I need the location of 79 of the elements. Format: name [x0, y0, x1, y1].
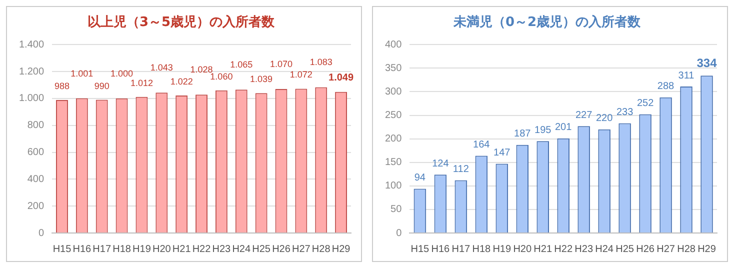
data-label: 252	[636, 98, 654, 110]
y-tick-label: 250	[384, 110, 402, 121]
x-tick-label: H24	[232, 244, 251, 255]
y-tick-label: 400	[384, 39, 402, 50]
text: 1.000	[110, 68, 134, 78]
data-label: 233	[616, 107, 634, 118]
data-label: 220	[596, 113, 614, 124]
data-label: 288	[657, 81, 675, 92]
x-tick-label: H22	[554, 244, 573, 255]
data-label: 147	[494, 148, 511, 159]
x-tick-label: H21	[534, 244, 552, 255]
text: 1.065	[230, 60, 253, 70]
x-tick-label: H23	[212, 244, 232, 255]
text: 1.043	[150, 62, 173, 73]
x-tick-label: H29	[698, 244, 716, 255]
x-tick-label: H15	[410, 244, 430, 255]
text: 1.001	[70, 68, 94, 78]
y-tick-label: 100	[384, 180, 402, 192]
y-tick-label: 1.400	[18, 39, 44, 50]
x-tick-label: H26	[636, 244, 655, 255]
text: 1.083	[310, 57, 332, 68]
y-tick-label: 200	[27, 200, 44, 212]
y-tick-label: 300	[384, 86, 402, 98]
x-tick-label: H25	[252, 244, 271, 255]
data-label: 311	[678, 70, 695, 82]
x-tick-label: H15	[52, 244, 72, 255]
text: 1.060	[210, 71, 233, 82]
y-tick-label: 150	[384, 157, 402, 168]
y-tick-label: 1.200	[18, 66, 44, 78]
data-label: 201	[555, 122, 572, 134]
x-tick-label: H20	[152, 244, 172, 255]
data-label: 195	[534, 124, 552, 136]
data-label: 187	[514, 128, 532, 140]
x-tick-label: H27	[656, 244, 676, 255]
text: 988	[54, 81, 70, 92]
x-tick-label: H19	[492, 244, 512, 255]
x-tick-label: H28	[677, 244, 696, 255]
text: 1.028	[190, 64, 213, 75]
x-tick-label: H17	[92, 244, 112, 255]
y-tick-label: 0	[38, 228, 44, 239]
y-tick-label: 800	[27, 120, 44, 132]
x-tick-label: H16	[431, 244, 450, 255]
y-tick-label: 1.000	[18, 93, 44, 104]
x-tick-label: H18	[472, 244, 491, 255]
x-tick-label: H22	[192, 244, 212, 255]
text: 1.049	[328, 72, 354, 84]
x-tick-label: H25	[616, 244, 634, 255]
data-label: 334	[696, 56, 718, 70]
x-tick-label: H23	[574, 244, 594, 255]
y-tick-label: 400	[27, 174, 44, 185]
text: 990	[94, 80, 110, 91]
text: 1.072	[290, 70, 312, 80]
data-label: 124	[432, 158, 450, 170]
chart-title: 以上児（3～5歳児）の入所者数	[87, 14, 276, 30]
chart-title: 未満児（0～2歳児）の入所者数	[452, 14, 642, 30]
data-label: 227	[575, 110, 593, 121]
x-tick-label: H21	[172, 244, 192, 255]
text: 1.012	[130, 78, 153, 88]
x-tick-label: H19	[132, 244, 152, 255]
text: 1.070	[270, 58, 293, 69]
data-label: 112	[452, 164, 470, 175]
x-tick-label: H18	[112, 244, 132, 255]
x-tick-label: H16	[72, 244, 92, 255]
x-tick-label: H28	[312, 244, 331, 255]
x-tick-label: H17	[452, 244, 471, 255]
text: 1.039	[250, 74, 273, 84]
x-tick-label: H20	[513, 244, 532, 255]
y-tick-label: 50	[390, 204, 402, 216]
y-tick-label: 0	[396, 228, 402, 239]
x-tick-label: H26	[272, 244, 291, 255]
x-tick-label: H29	[332, 244, 351, 255]
x-tick-label: H27	[292, 244, 311, 255]
data-label: 164	[473, 140, 490, 151]
x-tick-label: H24	[595, 244, 614, 255]
y-tick-label: 350	[384, 62, 402, 74]
data-label: 94	[414, 172, 426, 184]
text: 1.022	[170, 76, 193, 86]
y-tick-label: 600	[27, 147, 44, 158]
y-tick-label: 200	[384, 134, 402, 145]
